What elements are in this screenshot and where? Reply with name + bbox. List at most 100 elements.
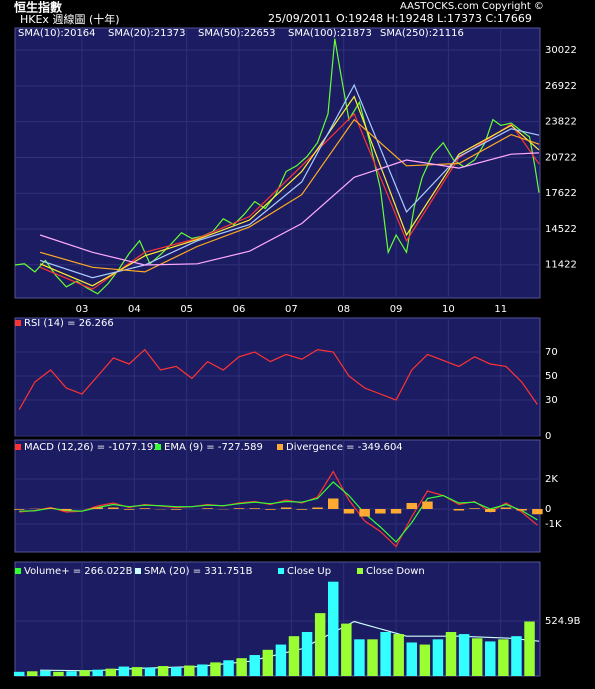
bar (131, 667, 143, 676)
legend-label: Volume+ = 266.022B (24, 566, 133, 577)
bar (105, 668, 117, 676)
bar (236, 658, 247, 676)
bar (343, 508, 355, 514)
bar (359, 508, 370, 517)
bar (144, 667, 156, 676)
y-tick-label: 30 (545, 395, 558, 406)
series-line (39, 95, 540, 287)
bar (516, 508, 527, 511)
bar (422, 501, 433, 509)
bar (328, 498, 339, 509)
bar (485, 641, 496, 676)
panel (14, 317, 541, 437)
bar (170, 508, 182, 510)
x-tick-label: 09 (390, 304, 403, 315)
chart-title: 恒生指數 (14, 0, 62, 15)
bar (354, 639, 365, 676)
x-tick-label: 05 (180, 304, 193, 315)
bar (380, 631, 391, 676)
bar (92, 507, 103, 509)
y-tick-label: 20722 (545, 152, 577, 163)
legend-swatch (278, 568, 284, 574)
bar (288, 636, 300, 676)
series-line (39, 83, 540, 279)
legend-swatch (15, 320, 21, 326)
bar (341, 623, 352, 676)
y-tick-label: 23822 (545, 117, 577, 128)
bar (390, 508, 402, 514)
legend-swatch (155, 444, 161, 450)
legend-label: MACD (12,26) = -1077.193 (24, 442, 160, 453)
x-tick-label: 04 (128, 304, 141, 315)
bar (406, 642, 417, 676)
bar (13, 671, 25, 676)
legend-label: SMA(20):21373 (108, 28, 186, 39)
x-tick-label: 10 (442, 304, 455, 315)
bar (458, 634, 470, 676)
bar (532, 508, 543, 515)
series-line (39, 112, 540, 290)
y-tick-label: 2K (545, 474, 558, 485)
bar (511, 636, 522, 676)
bar (498, 639, 509, 676)
bar (406, 502, 417, 509)
x-tick-label: 08 (337, 304, 350, 315)
legend-label: SMA(250):21116 (380, 28, 464, 39)
bar (265, 508, 276, 510)
y-tick-label: 70 (545, 347, 558, 358)
bar (367, 639, 378, 676)
bar (280, 507, 292, 509)
x-tick-label: 11 (494, 304, 507, 315)
bar (469, 508, 480, 509)
series-line (19, 481, 538, 543)
bar (92, 669, 103, 676)
bar (233, 508, 245, 509)
bar (453, 508, 465, 511)
legend-label: RSI (14) = 26.266 (24, 318, 114, 329)
bar (500, 507, 512, 509)
bar (197, 664, 208, 676)
legend-label: SMA(100):21873 (288, 28, 372, 39)
legend-swatch (357, 568, 363, 574)
bar (328, 581, 339, 676)
bar (249, 508, 260, 509)
rsi-line (18, 348, 538, 410)
panel (14, 27, 541, 299)
y-tick-label: 11422 (545, 260, 577, 271)
ohlc: O:19248 H:19248 L:17373 C:17669 (336, 12, 532, 25)
y-tick-label: 14522 (545, 224, 577, 235)
bar (53, 671, 64, 676)
bar (184, 665, 195, 676)
legend-label: Close Down (366, 566, 425, 577)
bar (249, 655, 260, 676)
bar (157, 666, 169, 676)
y-tick-label: 30022 (545, 45, 577, 56)
chart-subtitle: HKEx 週線圖 (十年) (20, 12, 120, 26)
bar (314, 613, 326, 676)
bar (223, 660, 234, 676)
y-tick-label: 50 (545, 371, 558, 382)
y-tick-label: -1K (545, 519, 562, 530)
bar (27, 671, 38, 676)
bar (170, 667, 182, 676)
bar (202, 508, 213, 509)
series-line (39, 152, 540, 266)
bar (210, 662, 221, 676)
legend-label: Close Up (287, 566, 331, 577)
bar (445, 631, 457, 676)
bar (66, 671, 77, 676)
legend-label: Divergence = -349.604 (286, 442, 403, 453)
bar (13, 508, 25, 510)
panel (14, 439, 541, 553)
legend-swatch (277, 444, 283, 450)
bar (139, 508, 151, 509)
series-line (39, 118, 540, 273)
legend-swatch (15, 444, 21, 450)
bar (262, 649, 274, 676)
copyright: AASTOCKS.com Copyright © (400, 1, 544, 12)
bar (312, 507, 323, 509)
legend-label: SMA(10):20164 (18, 28, 96, 39)
bar (375, 508, 386, 514)
bar (393, 634, 404, 676)
